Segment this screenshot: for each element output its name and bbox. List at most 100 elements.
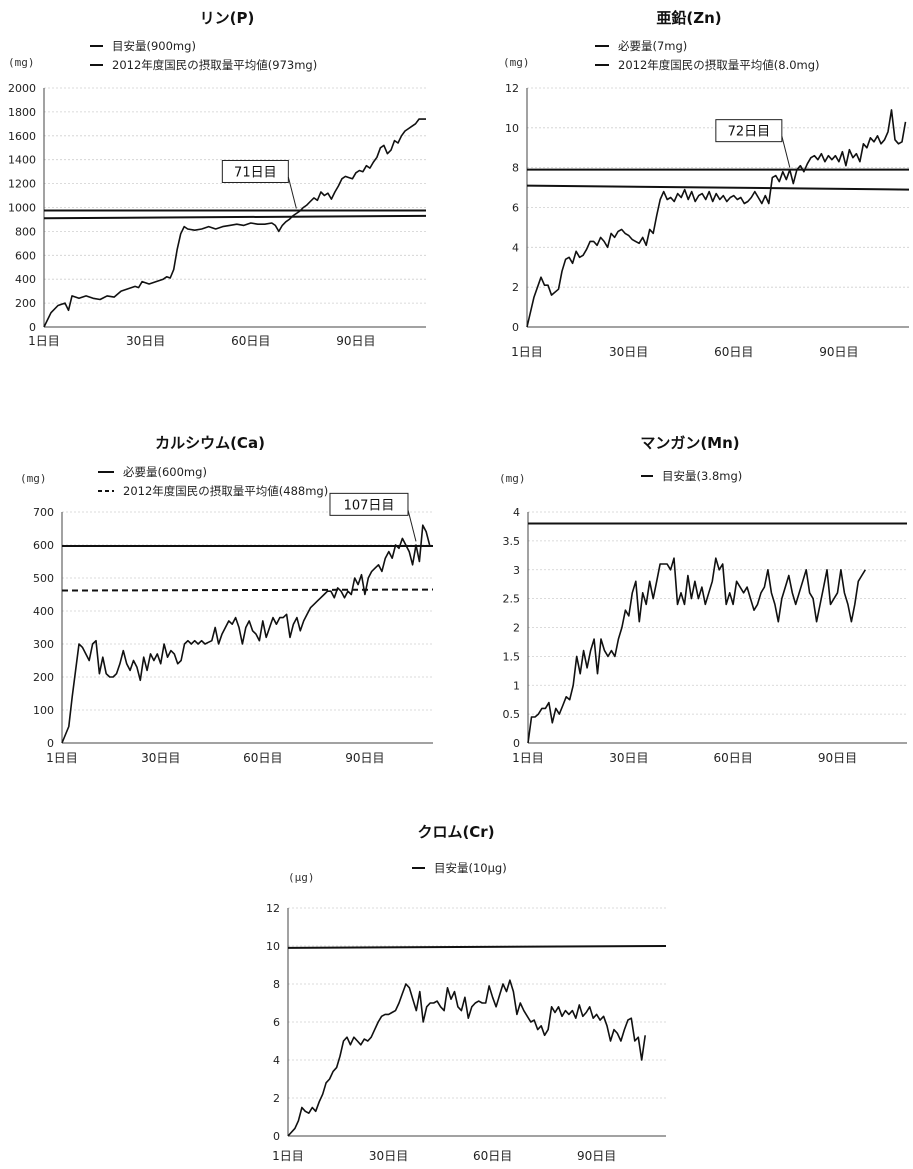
y-tick-label: 8 (512, 162, 519, 175)
chart-title: マンガン(Mn) (640, 434, 739, 452)
y-tick-label: 0 (273, 1130, 280, 1143)
chart-title: 亜鉛(Zn) (656, 9, 721, 27)
y-tick-label: 1200 (8, 178, 36, 191)
reference-line (61, 588, 434, 592)
chart-phosphorus: リン(P) (mg) 目安量(900mg) 2012年度国民の摂取量平均値(973mg… (8, 9, 427, 348)
reference-line (526, 184, 910, 191)
callout-box (329, 492, 409, 516)
x-tick-label: 60日目 (714, 751, 753, 765)
callout-label: 72日目 (728, 125, 771, 140)
x-tick-label: 60日目 (231, 334, 270, 348)
x-tick-label: 90日目 (577, 1149, 616, 1163)
y-tick-label: 6 (273, 1016, 280, 1029)
chart-title: クロム(Cr) (417, 823, 494, 841)
callout-box (715, 119, 783, 143)
y-tick-label: 1600 (8, 130, 36, 143)
legend-label: 目安量(900mg) (112, 39, 196, 53)
y-tick-label: 300 (33, 638, 54, 651)
legend-label: 目安量(10μg) (434, 861, 507, 875)
x-tick-label: 1日目 (46, 751, 78, 765)
y-tick-label: 0 (29, 321, 36, 334)
x-tick-label: 30日目 (126, 334, 165, 348)
callout-box (221, 159, 289, 183)
x-tick-label: 1日目 (272, 1149, 304, 1163)
x-tick-label: 90日目 (336, 334, 375, 348)
reference-line (287, 945, 667, 949)
series-line (287, 979, 646, 1137)
y-tick-label: 1400 (8, 154, 36, 167)
legend-label: 目安量(3.8mg) (662, 469, 742, 483)
y-tick-label: 12 (505, 82, 519, 95)
y-tick-label: 700 (33, 506, 54, 519)
series-line (527, 557, 866, 744)
y-tick-label: 4 (513, 506, 520, 519)
y-tick-label: 600 (15, 249, 36, 262)
y-tick-label: 4 (273, 1054, 280, 1067)
y-axis-unit: (mg) (503, 56, 530, 69)
y-axis-unit: (mg) (8, 56, 35, 69)
y-tick-label: 600 (33, 539, 54, 552)
chart-calcium: カルシウム(Ca) (mg) 必要量(600mg) 2012年度国民の摂取量平均値(4… (20, 434, 434, 765)
y-tick-label: 1 (513, 679, 520, 692)
y-axis-unit: (mg) (499, 472, 526, 485)
y-tick-label: 2000 (8, 82, 36, 95)
legend-label: 2012年度国民の摂取量平均値(8.0mg) (618, 58, 820, 72)
y-tick-label: 8 (273, 978, 280, 991)
chart-manganese: マンガン(Mn) (mg) 目安量(3.8mg) 0 0.5 1 1.5 2 2.5 3 3.5 4 1… (499, 434, 907, 765)
reference-line (43, 214, 427, 220)
y-tick-label: 1.5 (503, 650, 521, 663)
callout-label: 107日目 (344, 498, 395, 513)
y-tick-label: 0 (513, 737, 520, 750)
callout-pointer (287, 176, 297, 209)
x-tick-label: 1日目 (28, 334, 60, 348)
y-tick-label: 2.5 (503, 593, 521, 606)
y-tick-label: 2 (512, 281, 519, 294)
y-tick-label: 2 (273, 1092, 280, 1105)
y-tick-label: 6 (512, 202, 519, 215)
y-tick-label: 0 (47, 737, 54, 750)
chart-title: リン(P) (200, 9, 255, 27)
x-tick-label: 30日目 (609, 751, 648, 765)
callout-pointer (407, 509, 417, 542)
y-tick-label: 200 (33, 671, 54, 684)
callout-label: 71日目 (234, 165, 277, 180)
series-line (526, 109, 907, 328)
legend-label: 必要量(600mg) (123, 465, 207, 479)
x-tick-label: 90日目 (819, 345, 858, 359)
x-tick-label: 30日目 (609, 345, 648, 359)
y-tick-label: 4 (512, 241, 519, 254)
y-tick-label: 2 (513, 622, 520, 635)
y-tick-label: 400 (15, 273, 36, 286)
legend-label: 2012年度国民の摂取量平均値(488mg) (123, 484, 328, 498)
y-tick-label: 200 (15, 297, 36, 310)
x-tick-label: 60日目 (473, 1149, 512, 1163)
y-tick-label: 0 (512, 321, 519, 334)
x-tick-label: 30日目 (369, 1149, 408, 1163)
y-tick-label: 1800 (8, 106, 36, 119)
legend-label: 必要量(7mg) (618, 39, 687, 53)
chart-zinc: 亜鉛(Zn) (mg) 必要量(7mg) 2012年度国民の摂取量平均値(8.0mg)… (503, 9, 910, 359)
y-tick-label: 1000 (8, 202, 36, 215)
chart-title: カルシウム(Ca) (155, 434, 265, 452)
y-axis-unit: (μg) (288, 871, 315, 884)
x-tick-label: 60日目 (714, 345, 753, 359)
x-tick-label: 90日目 (818, 751, 857, 765)
y-tick-label: 3.5 (503, 535, 521, 548)
y-tick-label: 800 (15, 225, 36, 238)
y-tick-label: 0.5 (503, 708, 521, 721)
callout-pointer (781, 136, 791, 168)
x-tick-label: 30日目 (141, 751, 180, 765)
legend-label: 2012年度国民の摂取量平均値(973mg) (112, 58, 317, 72)
series-line (61, 524, 431, 744)
x-tick-label: 1日目 (511, 345, 543, 359)
y-axis-unit: (mg) (20, 472, 47, 485)
y-tick-label: 100 (33, 704, 54, 717)
x-tick-label: 90日目 (345, 751, 384, 765)
y-tick-label: 10 (266, 940, 280, 953)
y-tick-label: 10 (505, 122, 519, 135)
y-tick-label: 12 (266, 902, 280, 915)
y-tick-label: 400 (33, 605, 54, 618)
y-tick-label: 500 (33, 572, 54, 585)
y-tick-label: 3 (513, 564, 520, 577)
x-tick-label: 60日目 (243, 751, 282, 765)
